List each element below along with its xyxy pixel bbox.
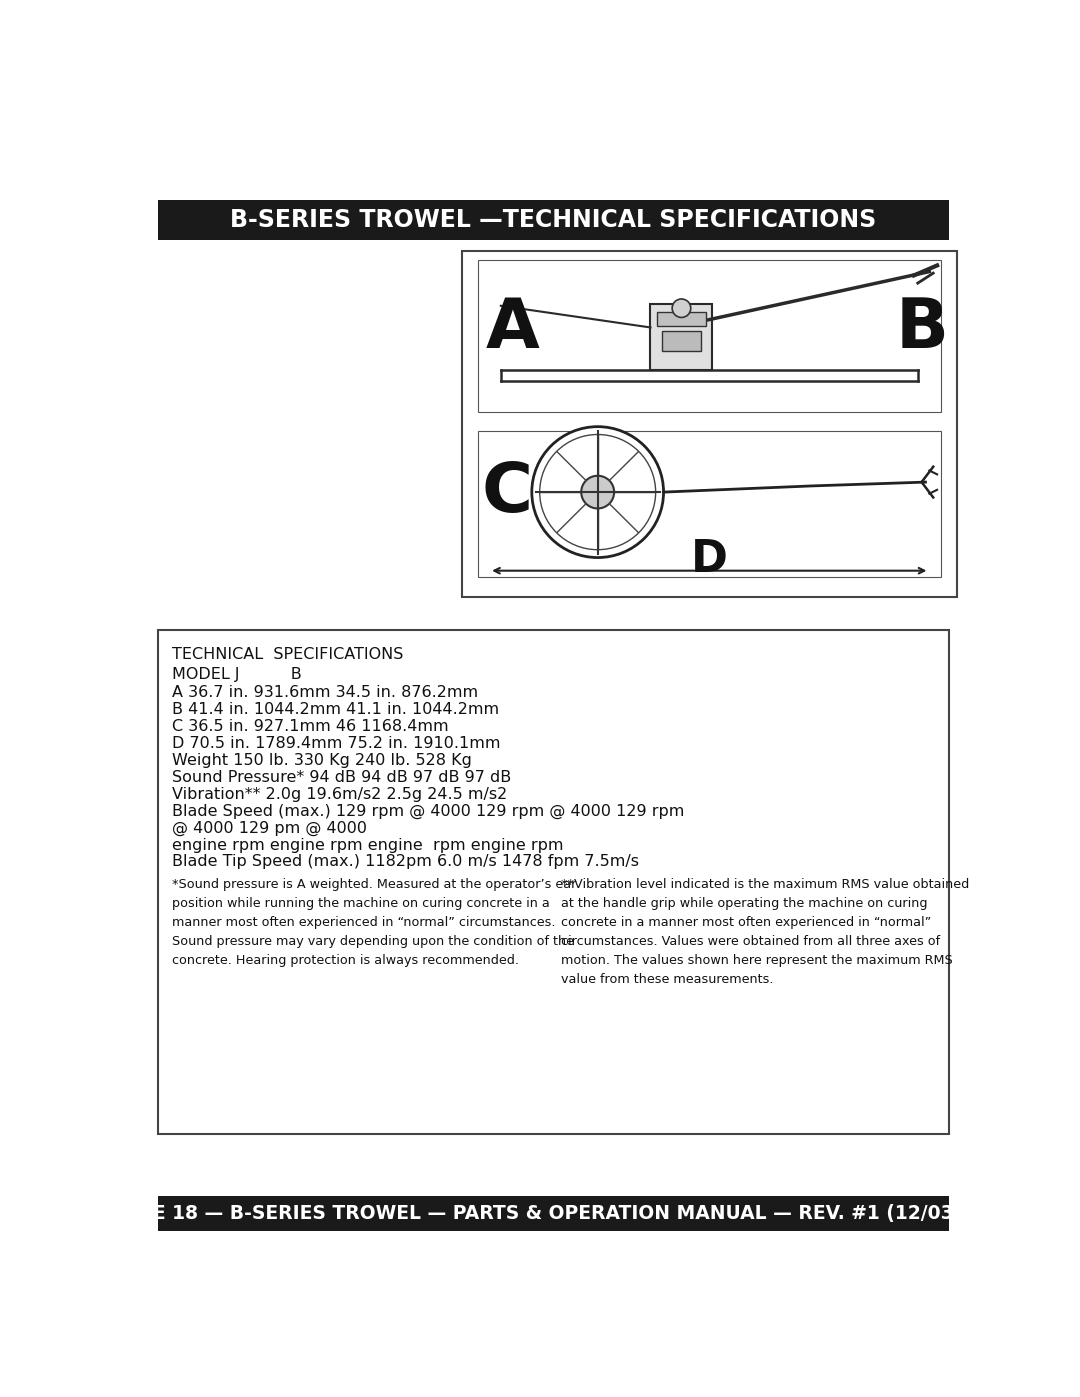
Circle shape bbox=[581, 476, 615, 509]
Text: PAGE 18 — B-SERIES TROWEL — PARTS & OPERATION MANUAL — REV. #1 (12/03/01): PAGE 18 — B-SERIES TROWEL — PARTS & OPER… bbox=[111, 1204, 996, 1222]
Bar bbox=[462, 251, 957, 598]
Circle shape bbox=[672, 299, 691, 317]
Bar bbox=[650, 305, 713, 370]
Text: @ 4000 129 pm @ 4000: @ 4000 129 pm @ 4000 bbox=[172, 820, 367, 835]
Text: A 36.7 in. 931.6mm 34.5 in. 876.2mm: A 36.7 in. 931.6mm 34.5 in. 876.2mm bbox=[172, 685, 478, 700]
Text: C: C bbox=[482, 458, 532, 525]
Bar bbox=[477, 432, 941, 577]
Text: B 41.4 in. 1044.2mm 41.1 in. 1044.2mm: B 41.4 in. 1044.2mm 41.1 in. 1044.2mm bbox=[172, 703, 499, 717]
Text: **Vibration level indicated is the maximum RMS value obtained
at the handle grip: **Vibration level indicated is the maxim… bbox=[562, 877, 970, 985]
Text: D 70.5 in. 1789.4mm 75.2 in. 1910.1mm: D 70.5 in. 1789.4mm 75.2 in. 1910.1mm bbox=[172, 736, 501, 752]
Text: Blade Tip Speed (max.) 1182pm 6.0 m/s 1478 fpm 7.5m/s: Blade Tip Speed (max.) 1182pm 6.0 m/s 14… bbox=[172, 855, 639, 869]
Text: Blade Speed (max.) 129 rpm @ 4000 129 rpm @ 4000 129 rpm: Blade Speed (max.) 129 rpm @ 4000 129 rp… bbox=[172, 803, 685, 819]
Bar bbox=[159, 200, 948, 240]
Circle shape bbox=[531, 426, 663, 557]
Text: Sound Pressure* 94 dB 94 dB 97 dB 97 dB: Sound Pressure* 94 dB 94 dB 97 dB 97 dB bbox=[172, 770, 512, 785]
Text: engine rpm engine rpm engine  rpm engine rpm: engine rpm engine rpm engine rpm engine … bbox=[172, 838, 564, 852]
Bar bbox=[657, 312, 706, 326]
Text: Weight 150 lb. 330 Kg 240 lb. 528 Kg: Weight 150 lb. 330 Kg 240 lb. 528 Kg bbox=[172, 753, 472, 768]
Text: D: D bbox=[691, 538, 728, 581]
Bar bbox=[662, 331, 701, 351]
Bar bbox=[159, 630, 948, 1134]
Text: C 36.5 in. 927.1mm 46 1168.4mm: C 36.5 in. 927.1mm 46 1168.4mm bbox=[172, 719, 449, 733]
Text: A: A bbox=[486, 295, 539, 362]
Text: TECHNICAL  SPECIFICATIONS: TECHNICAL SPECIFICATIONS bbox=[172, 647, 404, 662]
Text: B-SERIES TROWEL —TECHNICAL SPECIFICATIONS: B-SERIES TROWEL —TECHNICAL SPECIFICATION… bbox=[230, 208, 877, 232]
Text: MODEL J          B: MODEL J B bbox=[172, 666, 302, 682]
Text: *Sound pressure is A weighted. Measured at the operator’s ear
position while run: *Sound pressure is A weighted. Measured … bbox=[172, 877, 577, 967]
Bar bbox=[159, 1196, 948, 1231]
Text: Vibration** 2.0g 19.6m/s2 2.5g 24.5 m/s2: Vibration** 2.0g 19.6m/s2 2.5g 24.5 m/s2 bbox=[172, 787, 508, 802]
Text: B: B bbox=[895, 295, 948, 362]
Bar bbox=[477, 260, 941, 412]
